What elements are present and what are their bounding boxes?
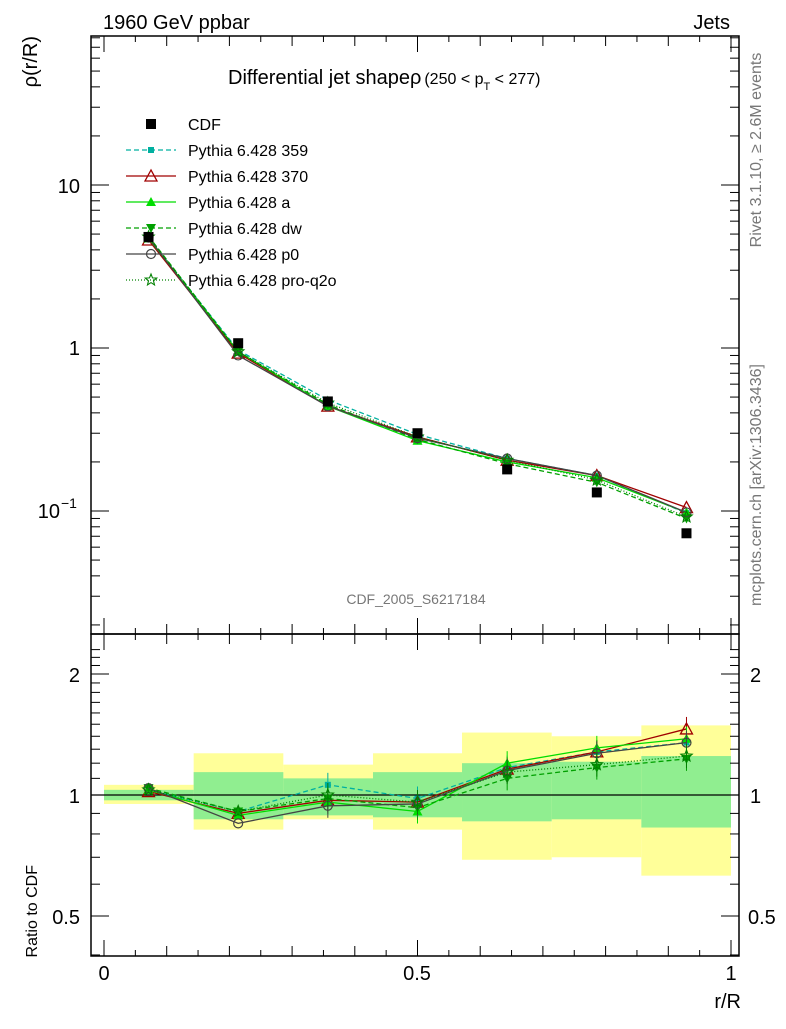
main-data-point <box>681 528 692 539</box>
ratio-y-tick-1-right: 1 <box>750 786 761 808</box>
main-data-point <box>233 338 244 349</box>
legend-label: Pythia 6.428 370 <box>188 169 308 186</box>
x-axis-label: r/R <box>714 991 741 1013</box>
x-tick-1: 1 <box>725 963 736 985</box>
legend-marker <box>145 248 157 260</box>
main-y-tick-10: 10 <box>58 176 80 198</box>
main-data-point <box>500 452 515 467</box>
mcplots-label: mcplots.cern.ch [arXiv:1306.3436] <box>748 364 765 606</box>
ratio-data-point <box>231 804 246 818</box>
legend-marker <box>143 168 159 182</box>
ratio-data-point <box>679 748 694 763</box>
legend-marker <box>146 197 156 206</box>
main-data-point <box>591 487 602 498</box>
ratio-y-tick-2-right: 2 <box>750 665 761 687</box>
main-y-tick-0p1-exp: −1 <box>61 495 77 511</box>
ratio-y-axis-label: Ratio to CDF <box>24 865 41 958</box>
legend-label: Pythia 6.428 p0 <box>188 247 299 264</box>
plot-title-main: Differential jet shapeρ <box>228 67 421 89</box>
plot-title-range-sub: T <box>484 81 491 93</box>
analysis-watermark: CDF_2005_S6217184 <box>346 591 486 607</box>
main-data-point <box>233 350 244 361</box>
legend-label: Pythia 6.428 pro-q2o <box>188 273 337 290</box>
ratio-data-point <box>320 787 335 802</box>
x-tick-0p5: 0.5 <box>403 963 431 985</box>
ratio-data-point <box>141 782 156 796</box>
x-tick-0: 0 <box>98 963 109 985</box>
main-data-point <box>322 396 333 407</box>
ratio-y-tick-0p5: 0.5 <box>52 907 80 929</box>
ratio-data-point <box>589 757 604 771</box>
legend-label: Pythia 6.428 a <box>188 195 290 212</box>
main-data-point <box>589 472 604 486</box>
main-data-point <box>412 428 423 439</box>
legend-label: Pythia 6.428 dw <box>188 221 302 238</box>
header-energy-label: 1960 GeV ppbar <box>103 12 250 34</box>
ratio-y-tick-1: 1 <box>69 786 80 808</box>
legend-marker <box>148 147 154 153</box>
main-y-tick-0p1: 10 <box>38 501 60 523</box>
header-process-label: Jets <box>693 12 730 34</box>
ratio-data-point <box>233 818 244 829</box>
main-data-point <box>231 344 246 358</box>
main-series <box>141 229 694 539</box>
legend-marker <box>143 272 159 287</box>
main-data-point <box>681 507 692 518</box>
rivet-version-label: Rivet 3.1.10, ≥ 2.6M events <box>748 53 765 248</box>
axis-ticks <box>91 36 739 956</box>
main-y-tick-1: 1 <box>69 338 80 360</box>
plot-title: Differential jet shapeρ (250 < pT < 277) <box>228 67 541 93</box>
main-data-point <box>143 231 154 242</box>
legend-marker <box>146 119 156 129</box>
main-data-point <box>591 470 602 481</box>
main-y-tick-0p1-base: 10 <box>38 501 60 523</box>
ratio-data-point <box>410 794 425 809</box>
ratio-y-tick-2: 2 <box>69 665 80 687</box>
legend-label: Pythia 6.428 359 <box>188 143 308 160</box>
legend-marker <box>146 224 156 233</box>
plot-title-range-suffix: < 277) <box>490 71 540 88</box>
ratio-y-tick-0p5-right: 0.5 <box>748 907 776 929</box>
main-data-point <box>502 464 513 475</box>
plot-title-range-prefix: (250 < p <box>424 71 483 88</box>
legend: CDF Pythia 6.428 359 Pythia 6.428 370 Pythi… <box>126 117 337 290</box>
ratio-data-point <box>500 764 515 779</box>
main-y-axis-label: ρ(r/R) <box>20 36 42 87</box>
main-data-point <box>679 509 694 524</box>
ratio-series <box>141 716 694 829</box>
legend-label: CDF <box>188 117 221 134</box>
